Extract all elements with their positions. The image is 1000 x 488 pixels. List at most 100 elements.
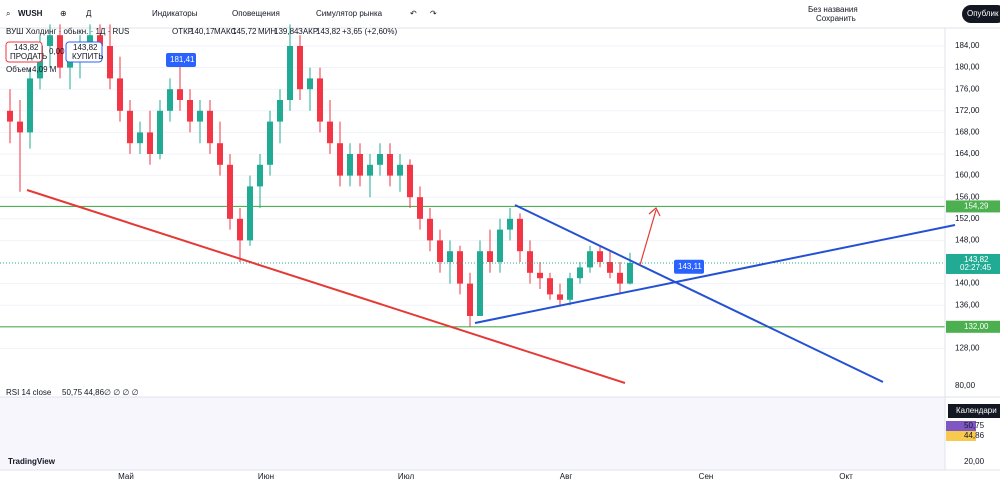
add-icon[interactable]: ⊕ bbox=[60, 9, 67, 18]
candle-body bbox=[17, 121, 23, 133]
y-tick-label: 156,00 bbox=[955, 192, 980, 201]
candle-body bbox=[627, 262, 633, 284]
annotation-box bbox=[674, 259, 704, 274]
candle-body bbox=[317, 78, 323, 122]
last-price-label: 143,82 bbox=[964, 255, 989, 264]
publish-label[interactable]: Опублик bbox=[967, 9, 999, 18]
candle-body bbox=[117, 78, 123, 111]
candle-body bbox=[267, 121, 273, 165]
legend-open-label: ОТКР bbox=[172, 27, 193, 36]
candle-body bbox=[277, 100, 283, 122]
publish-button[interactable] bbox=[962, 5, 1000, 23]
rsi-extra: ∅ ∅ ∅ ∅ bbox=[104, 388, 139, 397]
candle-body bbox=[137, 132, 143, 144]
candle-body bbox=[507, 218, 513, 230]
candle-body bbox=[207, 110, 213, 144]
y-tick-label: 164,00 bbox=[955, 149, 980, 158]
rsi-value: 50,75 bbox=[62, 388, 83, 397]
buy-label[interactable]: КУПИТЬ bbox=[72, 52, 103, 61]
candle-body bbox=[497, 229, 503, 262]
rsi-axis-label: 44,86 bbox=[964, 431, 985, 440]
calendar-label: Календари bbox=[956, 406, 997, 415]
candle-body bbox=[27, 78, 33, 133]
legend-low-label: МИН bbox=[258, 27, 276, 36]
candle-body bbox=[577, 267, 583, 279]
brand: TradingView bbox=[8, 457, 56, 466]
candle-body bbox=[217, 143, 223, 165]
price-label: 154,29 bbox=[964, 202, 989, 211]
indicators[interactable]: Индикаторы bbox=[152, 9, 198, 18]
candle-body bbox=[227, 164, 233, 219]
sell-button[interactable] bbox=[5, 41, 43, 63]
candle-body bbox=[47, 35, 53, 46]
layout-name[interactable]: Без названия bbox=[808, 5, 858, 14]
arrow bbox=[639, 207, 661, 266]
y-tick-label: 128,00 bbox=[955, 344, 980, 353]
save[interactable]: Сохранить bbox=[816, 14, 856, 23]
candle-body bbox=[457, 251, 463, 284]
countdown: 02:27:45 bbox=[960, 263, 992, 272]
candle-body bbox=[437, 240, 443, 262]
redo[interactable]: ↷ bbox=[430, 9, 437, 18]
alerts[interactable]: Оповещения bbox=[232, 9, 280, 18]
x-tick-label: Окт bbox=[839, 472, 853, 481]
rsi-axis-bg bbox=[946, 421, 976, 431]
legend-title: ВУШ Холдинг · обыкн. · 1Д · RUS bbox=[6, 27, 129, 36]
candle-body bbox=[147, 132, 153, 154]
candle-body bbox=[427, 218, 433, 241]
candle-body bbox=[337, 143, 343, 176]
x-tick-label: Сен bbox=[699, 472, 714, 481]
candle-body bbox=[407, 164, 413, 198]
candle-body bbox=[567, 278, 573, 300]
candle-body bbox=[347, 154, 353, 176]
rsi-axis-label: 20,00 bbox=[964, 457, 985, 466]
candle-body bbox=[257, 164, 263, 187]
buy-button[interactable] bbox=[65, 41, 103, 63]
price-label: 132,00 bbox=[964, 322, 989, 331]
buy-price[interactable]: 143,82 bbox=[73, 43, 98, 52]
sell-label[interactable]: ПРОДАТЬ bbox=[10, 52, 47, 61]
x-tick-label: Авг bbox=[560, 472, 573, 481]
candle-body bbox=[487, 251, 493, 262]
candle-body bbox=[287, 46, 293, 100]
legend-low: 139,84 bbox=[274, 27, 299, 36]
y-tick-label: 176,00 bbox=[955, 84, 980, 93]
trendline-blue bbox=[514, 204, 884, 383]
candle-body bbox=[587, 251, 593, 268]
candle-body bbox=[57, 35, 63, 68]
rsi-axis-bg bbox=[946, 431, 976, 441]
rsi-band bbox=[0, 397, 945, 470]
candle-body bbox=[367, 164, 373, 176]
y-tick-label: 80,00 bbox=[955, 381, 976, 390]
legend-open: 140,17 bbox=[190, 27, 215, 36]
last-price-bg bbox=[946, 253, 1000, 274]
candle-body bbox=[307, 78, 313, 90]
candle-body bbox=[527, 251, 533, 273]
annotation-label: 181,41 bbox=[170, 55, 195, 64]
volume-label: Объем bbox=[6, 65, 32, 74]
candle-body bbox=[537, 272, 543, 279]
symbol[interactable]: WUSH bbox=[18, 9, 43, 18]
y-tick-label: 148,00 bbox=[955, 236, 980, 245]
legend-high: 145,72 bbox=[232, 27, 257, 36]
interval[interactable]: Д bbox=[86, 9, 92, 18]
y-tick-label: 168,00 bbox=[955, 128, 980, 137]
candle-body bbox=[417, 197, 423, 219]
legend-close: 143,82 bbox=[316, 27, 341, 36]
undo[interactable]: ↶ bbox=[410, 9, 417, 18]
candle-body bbox=[387, 154, 393, 176]
search-icon[interactable]: ⌕ bbox=[6, 9, 10, 18]
candle-body bbox=[167, 89, 173, 111]
candle-body bbox=[597, 251, 603, 262]
candle-body bbox=[177, 89, 183, 100]
candle-body bbox=[617, 272, 623, 284]
replay[interactable]: Симулятор рынка bbox=[316, 9, 383, 18]
candle-body bbox=[297, 46, 303, 90]
calendar-tooltip bbox=[948, 404, 1000, 418]
annotation-label: 143,11 bbox=[678, 262, 702, 271]
sell-price[interactable]: 143,82 bbox=[14, 43, 39, 52]
y-tick-label: 172,00 bbox=[955, 106, 980, 115]
y-tick-label: 152,00 bbox=[955, 214, 980, 223]
candle-body bbox=[197, 110, 203, 122]
candle-body bbox=[97, 35, 103, 46]
